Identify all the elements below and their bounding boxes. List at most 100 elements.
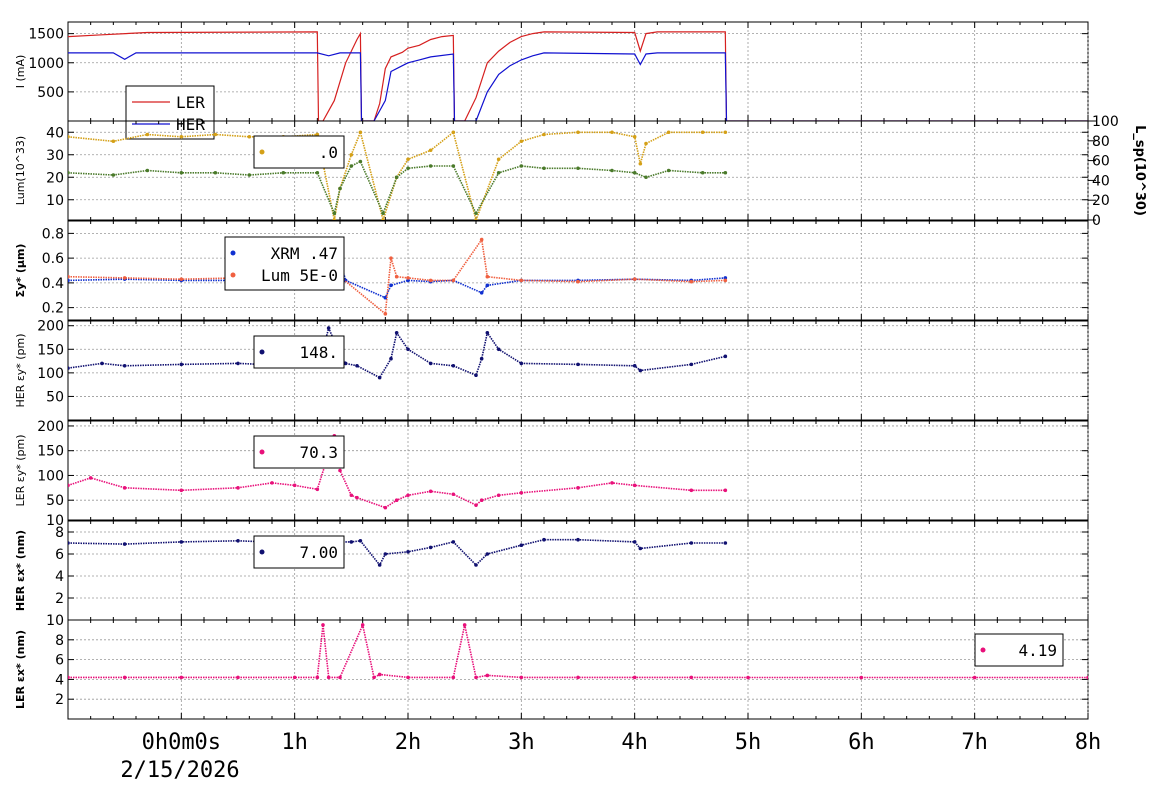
- legend-label: XRM .47: [271, 244, 338, 263]
- data-point: [576, 279, 580, 284]
- data-point: [700, 170, 705, 175]
- data-point: [377, 672, 382, 677]
- data-point: [689, 362, 694, 367]
- data-point: [213, 170, 218, 175]
- data-point: [451, 278, 456, 283]
- data-point: [632, 540, 637, 544]
- data-point: [428, 278, 433, 283]
- data-point: [644, 175, 648, 180]
- y-tick-label: 0.8: [42, 226, 64, 242]
- data-point: [389, 283, 393, 288]
- data-point: [383, 552, 388, 556]
- series-trace: [68, 435, 726, 509]
- legend-label: HER: [176, 115, 205, 134]
- data-point: [179, 488, 184, 493]
- data-point: [451, 363, 456, 368]
- y-tick-label: 30: [46, 148, 64, 164]
- data-point: [332, 218, 337, 220]
- y-tick-label: 6: [55, 547, 64, 563]
- data-point: [519, 490, 524, 495]
- y-tick-label: 20: [46, 170, 64, 186]
- y-tick-label: 2: [55, 692, 64, 708]
- legend-swatch: [230, 272, 236, 278]
- data-point: [372, 675, 376, 680]
- y2-tick-label: 40: [1092, 173, 1110, 189]
- legend-label: Lum 5E-0: [261, 266, 338, 285]
- y-tick-label: 10: [46, 613, 64, 629]
- y-tick-label: 100: [37, 468, 64, 484]
- data-point: [632, 675, 637, 680]
- data-point: [428, 545, 433, 550]
- data-point: [292, 675, 297, 680]
- y-tick-label: 0.6: [42, 251, 64, 267]
- legend: .0: [253, 135, 345, 169]
- data-point: [723, 276, 728, 280]
- data-point: [485, 673, 490, 678]
- data-point: [394, 330, 399, 335]
- data-point: [122, 276, 127, 280]
- legend-box: [253, 135, 345, 169]
- data-point: [479, 237, 484, 242]
- panel-frame: [67, 220, 1089, 321]
- data-point: [723, 488, 728, 493]
- data-point: [519, 139, 524, 144]
- data-point: [479, 498, 484, 503]
- data-point: [68, 274, 70, 279]
- y2-tick-label: 20: [1092, 193, 1110, 209]
- data-point: [68, 134, 70, 139]
- y-tick-label: 0.4: [42, 276, 64, 292]
- legend-swatch: [259, 449, 265, 455]
- legend-box: [253, 435, 345, 469]
- data-point: [338, 186, 342, 191]
- data-point: [746, 675, 750, 680]
- panel-frame: [67, 420, 1089, 521]
- data-point: [632, 363, 637, 368]
- data-point: [377, 375, 382, 380]
- data-point: [723, 354, 728, 359]
- data-point: [576, 486, 580, 490]
- y-tick-label: 6: [55, 653, 64, 669]
- panel-3: 0.2 0.4 0.6 0.8 Σy* (μm) XRM .47 Lum 5E-0: [14, 220, 1089, 321]
- panel-6: 2 4 6 8 HER εx* (nm) 7.00: [14, 520, 1089, 621]
- data-point: [723, 130, 728, 135]
- y-tick-label: 4: [55, 569, 64, 585]
- data-point: [179, 170, 184, 175]
- data-point: [68, 483, 70, 488]
- data-point: [349, 493, 354, 498]
- data-point: [485, 274, 490, 279]
- data-point: [451, 492, 456, 497]
- legend-label: LER: [176, 93, 205, 112]
- data-point: [236, 486, 240, 490]
- legend-label: 4.19: [1018, 641, 1057, 660]
- data-point: [343, 361, 348, 366]
- data-point: [496, 493, 501, 498]
- data-point: [406, 675, 410, 680]
- data-point: [632, 483, 637, 488]
- data-point: [179, 277, 184, 281]
- data-point: [519, 543, 524, 547]
- legend-label: 7.00: [299, 543, 338, 562]
- data-point: [496, 170, 501, 175]
- data-point: [972, 675, 977, 680]
- data-point: [689, 279, 694, 284]
- data-point: [355, 363, 359, 368]
- y-tick-label: 200: [37, 319, 64, 335]
- y-axis-label: LER εy* (pm): [14, 435, 27, 507]
- data-point: [451, 130, 456, 135]
- data-point: [315, 170, 320, 175]
- data-point: [321, 623, 325, 627]
- data-point: [576, 130, 580, 135]
- data-point: [179, 540, 184, 544]
- data-point: [236, 675, 240, 680]
- panel-series: [68, 622, 1088, 680]
- data-point: [474, 503, 478, 507]
- data-point: [179, 362, 184, 367]
- data-point: [213, 132, 218, 137]
- data-point: [100, 361, 104, 366]
- data-point: [610, 168, 614, 173]
- y-tick-label: 10: [46, 513, 64, 529]
- data-point: [122, 363, 127, 368]
- data-point: [383, 505, 388, 510]
- data-point: [632, 134, 637, 139]
- data-point: [451, 540, 456, 544]
